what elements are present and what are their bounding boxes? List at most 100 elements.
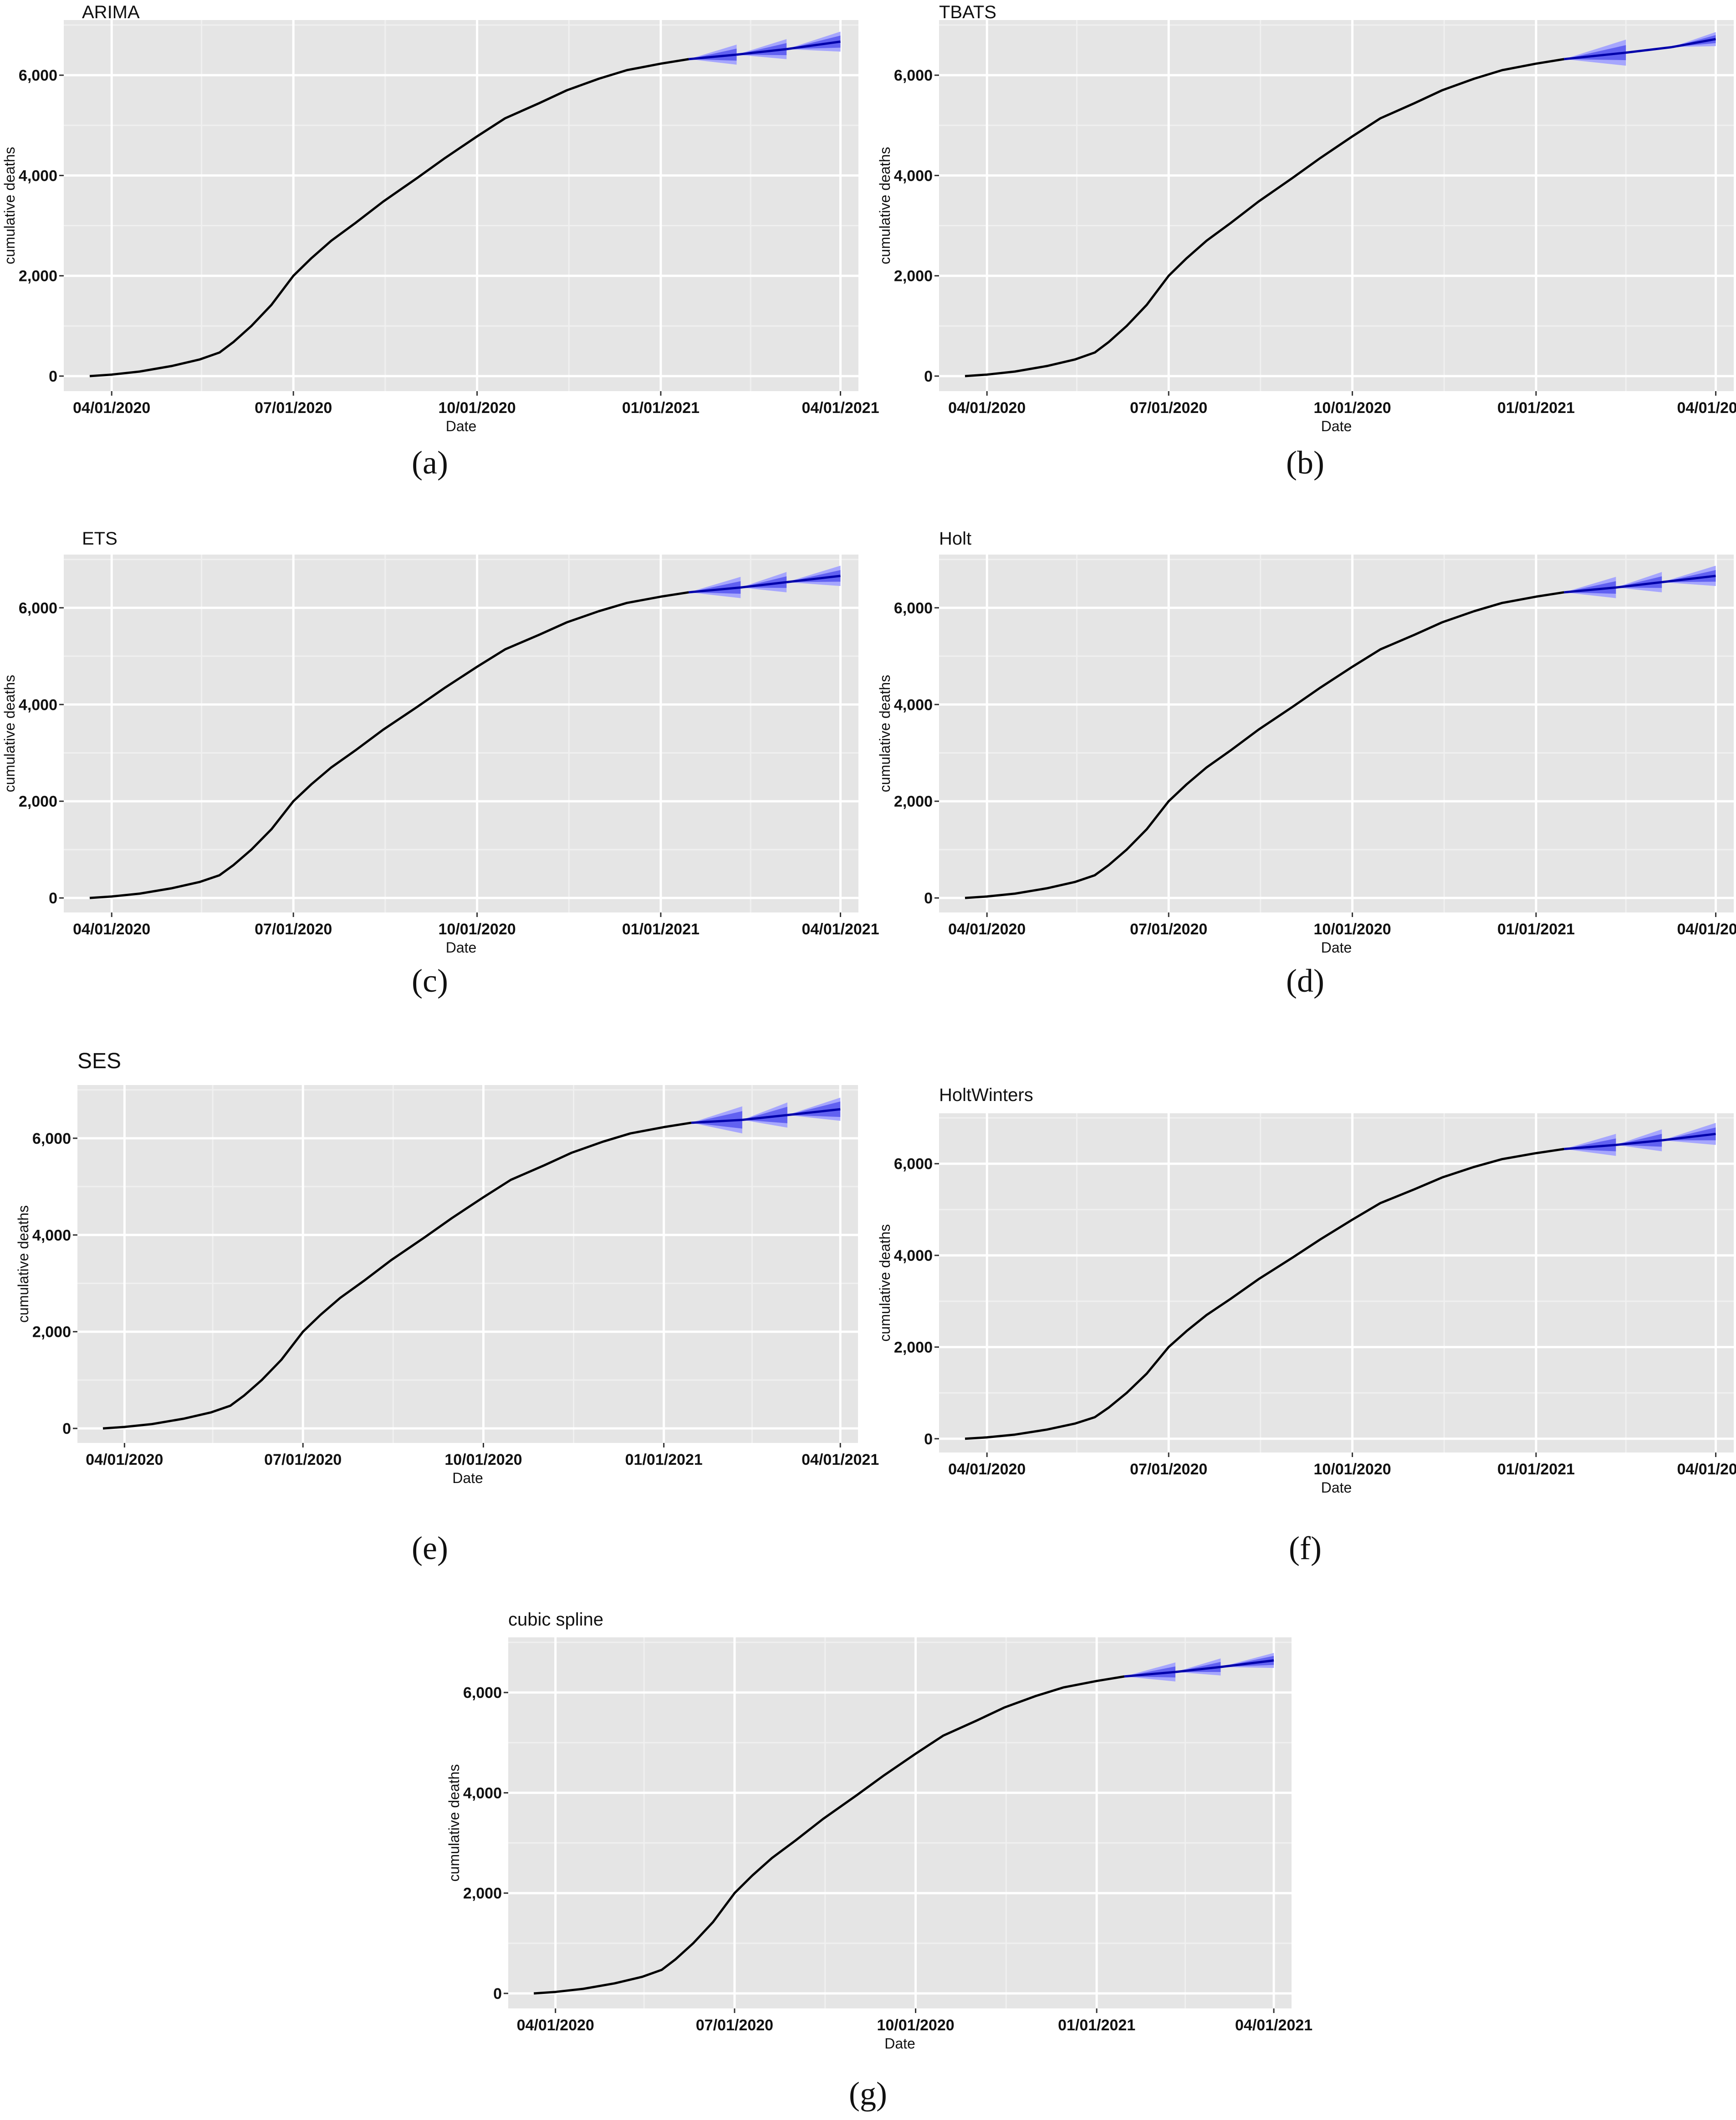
forecast-mean-line-2 bbox=[1616, 1139, 1662, 1146]
panel-caption: (e) bbox=[412, 1530, 448, 1566]
forecast-mean-line-2 bbox=[740, 581, 787, 589]
x-tick-label: 07/01/2020 bbox=[696, 2017, 773, 2034]
chart-title: TBATS bbox=[939, 2, 996, 22]
panel-caption: (d) bbox=[1286, 963, 1324, 999]
x-tick-label: 10/01/2020 bbox=[1313, 399, 1391, 417]
x-tick-label: 07/01/2020 bbox=[1130, 1461, 1207, 1478]
y-tick-label: 2,000 bbox=[19, 793, 57, 810]
y-tick-label: 0 bbox=[924, 890, 933, 907]
x-tick-label: 04/01/2020 bbox=[73, 921, 150, 938]
forecast-mean-line-2 bbox=[1175, 1666, 1221, 1673]
x-tick-label: 07/01/2020 bbox=[255, 921, 332, 938]
forecast-mean-line-3 bbox=[786, 575, 841, 584]
y-tick-label: 4,000 bbox=[463, 1784, 502, 1802]
y-tick-label: 4,000 bbox=[894, 167, 933, 184]
chart-title: ARIMA bbox=[82, 2, 140, 22]
forecast-mean-line-3 bbox=[786, 40, 841, 51]
x-tick-label: 07/01/2020 bbox=[1130, 921, 1207, 938]
x-axis-label: Date bbox=[452, 1470, 483, 1486]
x-tick-label: 04/01/2021 bbox=[1677, 399, 1736, 417]
y-tick-label: 2,000 bbox=[463, 1885, 502, 1902]
x-tick-label: 04/01/2021 bbox=[802, 921, 879, 938]
forecast-mean-line-3 bbox=[1661, 575, 1716, 584]
x-tick-label: 04/01/2021 bbox=[802, 399, 879, 417]
y-tick-label: 0 bbox=[493, 1985, 502, 2003]
x-tick-label: 10/01/2020 bbox=[877, 2017, 954, 2034]
x-tick-label: 04/01/2021 bbox=[1235, 2017, 1312, 2034]
x-tick-label: 10/01/2020 bbox=[1313, 921, 1391, 938]
x-tick-label: 04/01/2020 bbox=[86, 1451, 163, 1468]
chart-title: HoltWinters bbox=[939, 1085, 1033, 1105]
panel-caption: (f) bbox=[1289, 1530, 1322, 1566]
x-tick-label: 07/01/2020 bbox=[1130, 399, 1207, 417]
y-tick-label: 0 bbox=[62, 1420, 71, 1437]
x-tick-label: 01/01/2021 bbox=[1497, 399, 1575, 417]
forecast-mean-line-3 bbox=[1671, 38, 1716, 48]
x-tick-label: 07/01/2020 bbox=[255, 399, 332, 417]
y-tick-label: 4,000 bbox=[19, 167, 57, 184]
x-axis-label: Date bbox=[1321, 418, 1352, 434]
panel-caption: (g) bbox=[849, 2075, 887, 2112]
x-axis-label: Date bbox=[884, 2035, 915, 2052]
forecast-band-80-3 bbox=[1662, 570, 1716, 582]
cumulative-deaths-line bbox=[534, 1675, 1125, 1995]
plot-background bbox=[508, 1637, 1292, 2008]
x-tick-label: 04/01/2020 bbox=[948, 921, 1026, 938]
x-tick-label: 04/01/2020 bbox=[73, 399, 150, 417]
x-axis-label: Date bbox=[1321, 939, 1352, 956]
y-tick-label: 6,000 bbox=[19, 67, 57, 84]
x-tick-label: 10/01/2020 bbox=[1313, 1461, 1391, 1478]
y-tick-label: 2,000 bbox=[32, 1324, 71, 1341]
y-tick-label: 6,000 bbox=[463, 1684, 502, 1702]
x-tick-label: 01/01/2021 bbox=[622, 399, 700, 417]
y-tick-label: 6,000 bbox=[32, 1130, 71, 1147]
plot-background bbox=[64, 20, 858, 391]
y-axis-label: cumulative deaths bbox=[877, 1224, 893, 1342]
chart-title: cubic spline bbox=[508, 1610, 603, 1630]
x-tick-label: 01/01/2021 bbox=[622, 921, 700, 938]
forecast-band-80-3 bbox=[786, 36, 841, 49]
chart-panel-b: 0 2,000 4,000 6,000 04/01/2020 07/01/2020 10/0… bbox=[877, 2, 1736, 481]
x-tick-label: 04/01/2020 bbox=[948, 1461, 1026, 1478]
y-tick-label: 0 bbox=[924, 1431, 933, 1448]
chart-panel-c: 0 2,000 4,000 6,000 04/01/2020 07/01/2020 10/0… bbox=[1, 529, 879, 999]
cumulative-deaths-line bbox=[89, 591, 689, 899]
forecast-mean-line-2 bbox=[742, 1114, 788, 1121]
chart-panel-g: 0 2,000 4,000 6,000 04/01/2020 07/01/2020 10/0… bbox=[446, 1610, 1312, 2112]
y-tick-label: 2,000 bbox=[19, 268, 57, 285]
chart-panel-a: 0 2,000 4,000 6,000 04/01/2020 07/01/2020 10/0… bbox=[1, 2, 879, 481]
chart-title: SES bbox=[77, 1049, 121, 1073]
y-tick-label: 6,000 bbox=[894, 67, 933, 84]
plot-background bbox=[939, 20, 1734, 391]
y-tick-label: 4,000 bbox=[894, 696, 933, 713]
y-tick-label: 6,000 bbox=[19, 600, 57, 617]
chart-panel-d: 0 2,000 4,000 6,000 04/01/2020 07/01/2020 10/0… bbox=[877, 529, 1736, 999]
x-tick-label: 10/01/2020 bbox=[438, 399, 516, 417]
y-tick-label: 4,000 bbox=[32, 1227, 71, 1244]
forecast-band-80-2 bbox=[1175, 1661, 1221, 1672]
y-tick-label: 4,000 bbox=[19, 696, 57, 713]
y-axis-label: cumulative deaths bbox=[877, 675, 893, 792]
x-tick-label: 07/01/2020 bbox=[264, 1451, 342, 1468]
x-tick-label: 10/01/2020 bbox=[438, 921, 516, 938]
forecast-band-80-3 bbox=[786, 570, 841, 582]
forecast-mean-line-1 bbox=[691, 1118, 743, 1124]
x-tick-label: 10/01/2020 bbox=[444, 1451, 522, 1468]
forecast-band-80-1 bbox=[691, 1111, 742, 1129]
x-tick-label: 04/01/2021 bbox=[1677, 1461, 1736, 1478]
panel-caption: (a) bbox=[412, 444, 448, 481]
y-tick-label: 6,000 bbox=[894, 1156, 933, 1173]
y-axis-label: cumulative deaths bbox=[1, 675, 18, 792]
x-axis-label: Date bbox=[446, 418, 477, 434]
y-axis-label: cumulative deaths bbox=[446, 1764, 462, 1882]
cumulative-deaths-line bbox=[965, 58, 1564, 377]
forecast-mean-line-1 bbox=[689, 586, 741, 594]
y-tick-label: 0 bbox=[49, 368, 57, 385]
chart-panel-e: 0 2,000 4,000 6,000 04/01/2020 07/01/2020 10/0… bbox=[15, 1049, 879, 1566]
cumulative-deaths-line bbox=[965, 591, 1564, 899]
forecast-mean-line-3 bbox=[1661, 1132, 1716, 1142]
forecast-mean-line-1 bbox=[689, 53, 737, 61]
cumulative-deaths-line bbox=[102, 1121, 692, 1430]
y-tick-label: 2,000 bbox=[894, 268, 933, 285]
